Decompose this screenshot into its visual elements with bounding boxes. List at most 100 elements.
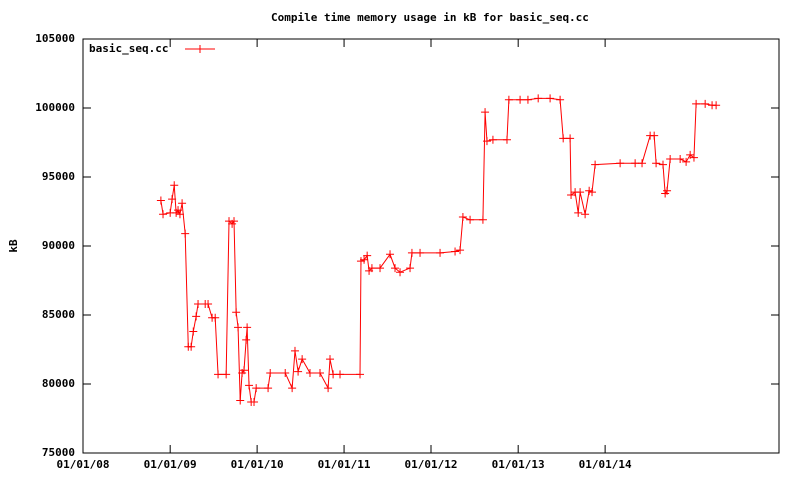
point-marker xyxy=(488,135,497,144)
point-marker xyxy=(466,215,475,224)
point-marker xyxy=(406,264,415,273)
point-marker xyxy=(631,159,640,168)
x-tick-label: 01/01/09 xyxy=(144,458,197,471)
point-marker xyxy=(305,368,314,377)
point-marker xyxy=(663,186,672,195)
point-marker xyxy=(588,188,597,197)
point-marker xyxy=(234,323,243,332)
point-marker xyxy=(266,368,275,377)
point-marker xyxy=(482,137,491,146)
point-marker xyxy=(689,153,698,162)
point-marker xyxy=(581,210,590,219)
series-line xyxy=(160,97,717,403)
point-marker xyxy=(682,157,691,166)
point-marker xyxy=(391,264,400,273)
point-marker xyxy=(211,313,220,322)
point-marker xyxy=(534,94,543,103)
x-tick-label: 01/01/13 xyxy=(492,458,545,471)
point-marker xyxy=(701,99,710,108)
x-tick-label: 01/01/11 xyxy=(318,458,371,471)
point-marker xyxy=(436,248,445,257)
point-marker xyxy=(451,247,460,256)
point-marker xyxy=(567,190,576,199)
point-marker xyxy=(559,134,568,143)
point-marker xyxy=(329,370,338,379)
point-marker xyxy=(666,155,675,164)
point-marker xyxy=(481,108,490,117)
point-marker xyxy=(574,208,583,217)
point-marker xyxy=(616,159,625,168)
point-marker xyxy=(336,370,345,379)
point-marker xyxy=(591,160,600,169)
point-marker xyxy=(396,268,405,277)
y-tick-label: 80000 xyxy=(42,377,75,390)
plot-frame xyxy=(82,38,780,454)
point-marker xyxy=(356,370,365,379)
point-marker xyxy=(281,368,290,377)
point-marker xyxy=(170,181,179,190)
point-marker xyxy=(230,217,239,226)
point-marker xyxy=(194,299,203,308)
point-marker xyxy=(294,367,303,376)
y-axis-label: kB xyxy=(7,239,20,253)
point-marker xyxy=(363,251,372,260)
point-marker xyxy=(478,215,487,224)
x-tick-label: 01/01/14 xyxy=(579,458,632,471)
y-tick-label: 85000 xyxy=(42,308,75,321)
point-marker xyxy=(638,159,647,168)
point-marker xyxy=(298,355,307,364)
point-marker xyxy=(178,199,187,208)
x-tick-label: 01/01/08 xyxy=(57,458,110,471)
point-marker xyxy=(692,99,701,108)
x-tick-label: 01/01/12 xyxy=(405,458,458,471)
point-marker xyxy=(156,196,165,205)
point-marker xyxy=(187,342,196,351)
point-marker xyxy=(326,355,335,364)
point-marker xyxy=(236,396,245,405)
point-marker xyxy=(316,368,325,377)
chart-title: Compile time memory usage in kB for basi… xyxy=(271,11,589,24)
point-marker xyxy=(523,95,532,104)
point-marker xyxy=(214,370,223,379)
point-marker xyxy=(712,101,721,110)
point-marker xyxy=(566,134,575,143)
y-tick-label: 75000 xyxy=(42,446,75,459)
legend-label: basic_seq.cc xyxy=(89,42,168,55)
point-marker xyxy=(174,206,183,215)
point-marker xyxy=(324,384,333,393)
point-marker xyxy=(416,248,425,257)
point-marker xyxy=(189,327,198,336)
point-marker xyxy=(175,210,184,219)
point-marker xyxy=(290,346,299,355)
point-marker xyxy=(576,188,585,197)
point-marker xyxy=(367,264,376,273)
legend-marker xyxy=(196,45,204,53)
point-marker xyxy=(252,384,261,393)
point-marker xyxy=(456,246,465,255)
point-marker xyxy=(504,95,513,104)
point-marker xyxy=(556,95,565,104)
point-marker xyxy=(204,299,213,308)
y-tick-label: 100000 xyxy=(35,101,75,114)
y-tick-label: 90000 xyxy=(42,239,75,252)
point-marker xyxy=(240,366,249,375)
point-marker xyxy=(502,135,511,144)
point-marker xyxy=(516,95,525,104)
point-marker xyxy=(458,213,467,222)
point-marker xyxy=(650,131,659,140)
point-marker xyxy=(222,370,231,379)
point-marker xyxy=(192,312,201,321)
point-marker xyxy=(407,248,416,257)
x-tick-label: 01/01/10 xyxy=(231,458,284,471)
point-marker xyxy=(288,384,297,393)
point-marker xyxy=(360,255,369,264)
point-marker xyxy=(546,94,555,103)
point-marker xyxy=(659,160,667,169)
point-marker xyxy=(232,308,241,317)
point-marker xyxy=(181,229,190,238)
point-marker xyxy=(159,210,168,219)
point-marker xyxy=(652,159,661,168)
point-marker xyxy=(245,381,254,390)
point-marker xyxy=(676,155,685,164)
